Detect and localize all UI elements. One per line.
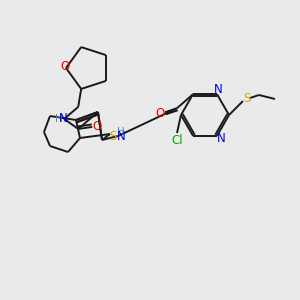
Text: O: O: [60, 61, 70, 74]
Text: N: N: [59, 112, 68, 125]
Text: O: O: [93, 120, 102, 134]
Text: H: H: [117, 127, 125, 137]
Text: H: H: [55, 114, 63, 124]
Text: S: S: [109, 130, 117, 143]
Text: Cl: Cl: [171, 134, 183, 148]
Text: N: N: [214, 83, 222, 96]
Text: N: N: [117, 130, 125, 142]
Text: S: S: [243, 92, 251, 106]
Text: N: N: [217, 132, 225, 145]
Text: O: O: [155, 107, 165, 120]
